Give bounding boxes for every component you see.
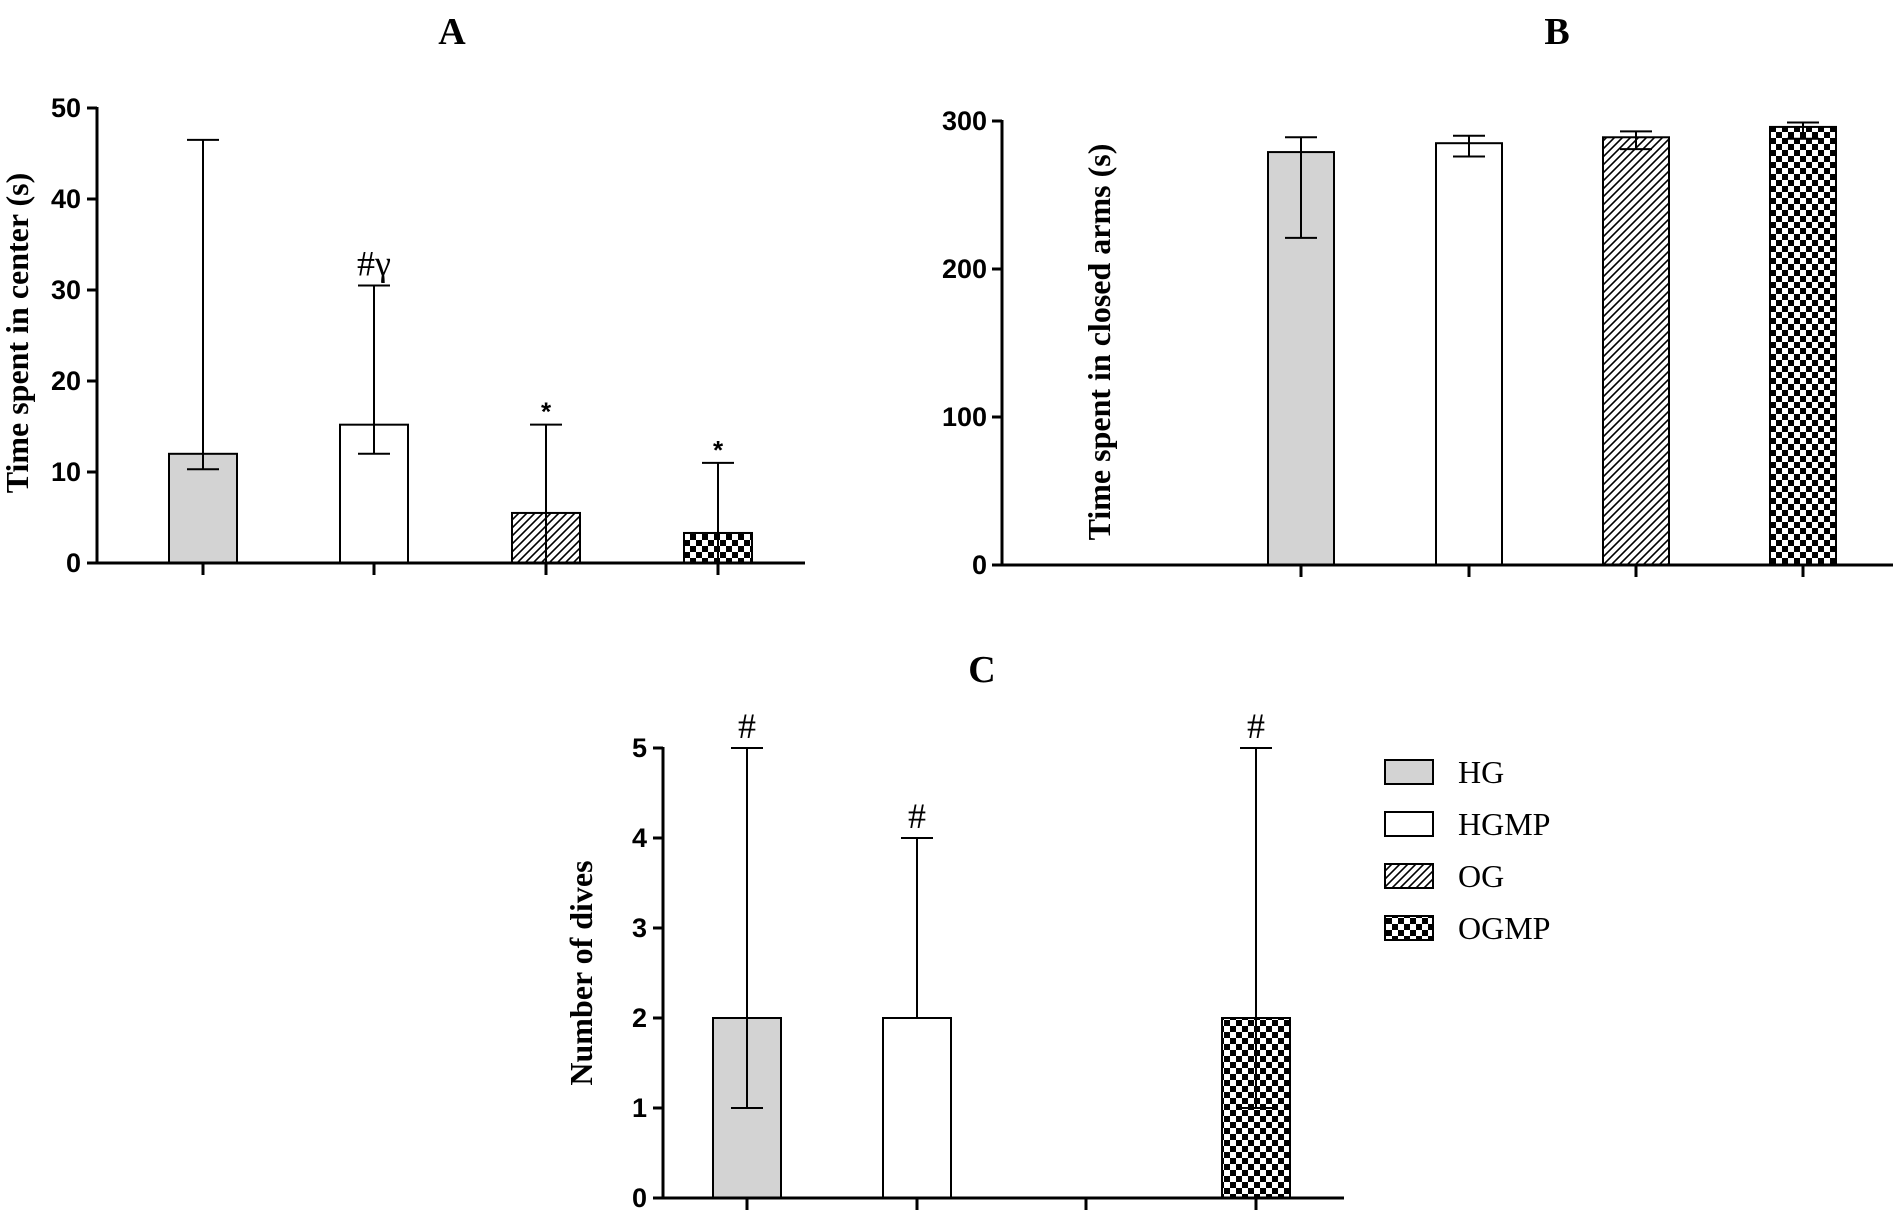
panel-a-chart: A Time spent in center (s) #γ * * 0 10 20 30 40 50 [0, 11, 805, 578]
legend-label-hg: HG [1458, 754, 1504, 790]
panel-title-a: A [438, 11, 466, 53]
y-tick-label: 10 [51, 457, 81, 487]
y-tick-label: 0 [66, 548, 81, 578]
bar-hg [168, 452, 238, 564]
y-tick-label: 1 [632, 1093, 647, 1123]
bar-hgmp [882, 1017, 952, 1199]
y-tick-label: 2 [632, 1003, 647, 1033]
legend-swatch-og [1384, 863, 1434, 889]
y-tick-label: 200 [942, 254, 987, 284]
legend-swatch-hgmp [1384, 811, 1434, 837]
y-tick-label: 30 [51, 275, 81, 305]
panel-title-c: C [968, 649, 995, 691]
legend-label-og: OG [1458, 858, 1504, 894]
legend-swatch-ogmp [1384, 915, 1434, 941]
panel-title-b: B [1544, 11, 1569, 53]
y-tick-label: 4 [632, 823, 647, 853]
legend: HG HGMP OG OGMP [1384, 754, 1550, 946]
bar-hgmp [1435, 142, 1503, 566]
y-tick-label: 0 [632, 1183, 647, 1213]
significance-label: * [713, 435, 724, 465]
y-tick-label: 300 [942, 106, 987, 136]
y-tick-label: 40 [51, 184, 81, 214]
y-axis-label: Time spent in closed arms (s) [1081, 144, 1117, 541]
legend-swatch-hg [1384, 759, 1434, 785]
panel-b-chart: B Time spent in closed arms (s) 0 100 200 300 [942, 11, 1893, 580]
bar-ogmp [1769, 125, 1837, 566]
y-tick-label: 3 [632, 913, 647, 943]
y-tick-label: 5 [632, 733, 647, 763]
significance-label: # [1247, 706, 1265, 746]
legend-label-ogmp: OGMP [1458, 910, 1550, 946]
y-tick-label: 20 [51, 366, 81, 396]
y-tick-label: 0 [972, 550, 987, 580]
y-axis-label: Time spent in center (s) [0, 173, 35, 494]
significance-label: # [738, 706, 756, 746]
panel-c-chart: C Number of dives # # #0 1 2 3 4 5 [563, 649, 1344, 1213]
significance-label: #γ [357, 243, 391, 283]
significance-label: # [908, 796, 926, 836]
legend-label-hgmp: HGMP [1458, 806, 1550, 842]
y-tick-label: 50 [51, 93, 81, 123]
bar-og [1602, 136, 1670, 566]
significance-label: * [541, 397, 552, 427]
y-axis-label: Number of dives [563, 860, 599, 1085]
y-tick-label: 100 [942, 402, 987, 432]
